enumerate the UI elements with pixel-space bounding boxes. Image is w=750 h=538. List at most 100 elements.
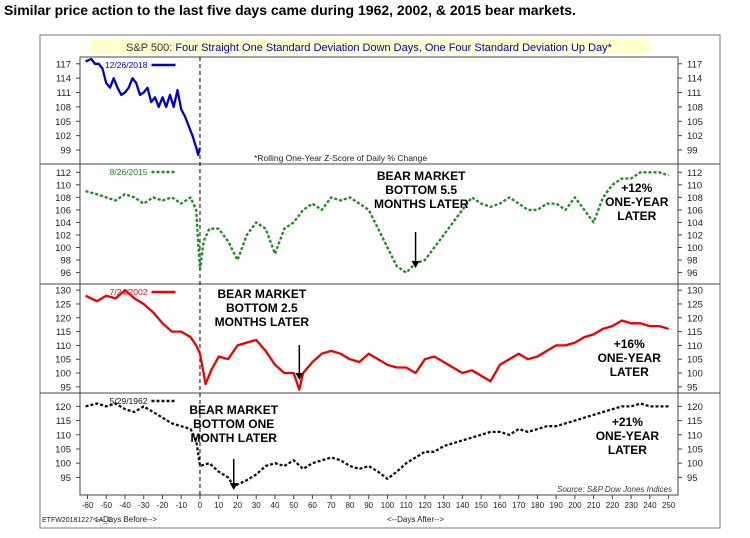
x-tick-label: 70	[327, 501, 336, 510]
x-tick-label: 30	[252, 501, 261, 510]
annotation-text: ONE-YEAR	[596, 429, 660, 443]
y-tick-label-left: 111	[57, 88, 71, 99]
y-tick-label-left: 98	[60, 256, 71, 267]
annotation-text: +16%	[614, 337, 645, 351]
y-tick-label-right: 108	[687, 193, 703, 204]
title-background	[89, 39, 649, 54]
y-tick-label-right: 100	[687, 243, 703, 254]
x-tick-label: 40	[271, 501, 280, 510]
y-tick-label-right: 95	[687, 382, 698, 393]
annotation-arrowhead	[229, 483, 238, 490]
y-tick-label-left: 110	[56, 430, 71, 441]
annotation-text: ONE-YEAR	[605, 195, 669, 209]
y-tick-label-right: 115	[687, 416, 702, 427]
y-tick-label-right: 114	[687, 74, 702, 85]
annotation-text: LATER	[608, 443, 647, 457]
y-tick-label-right: 95	[687, 473, 698, 484]
x-tick-label: 0	[198, 501, 203, 510]
series-line-7-24-2002	[85, 288, 669, 391]
legend-label: 5/29/1962	[110, 396, 148, 406]
x-tick-label: 100	[381, 501, 395, 510]
x-tick-label: 200	[568, 501, 582, 510]
x-tick-label: -10	[175, 501, 187, 510]
x-tick-label: 250	[662, 501, 676, 510]
y-tick-label-left: 96	[60, 268, 71, 279]
x-axis-label-after: <--Days After-->	[387, 515, 444, 524]
x-tick-label: 170	[512, 501, 526, 510]
x-tick-label: 120	[418, 501, 432, 510]
annotation-text: BEAR MARKET	[189, 403, 278, 417]
y-tick-label-left: 95	[60, 382, 71, 393]
y-tick-label-right: 120	[687, 402, 703, 413]
x-tick-label: 90	[364, 501, 373, 510]
y-tick-label-right: 110	[687, 341, 702, 352]
y-tick-label-left: 108	[55, 102, 71, 113]
x-tick-label: 140	[456, 501, 470, 510]
chart-title: S&P 500: Four Straight One Standard Devi…	[126, 42, 613, 54]
y-tick-label-left: 105	[55, 355, 71, 366]
y-tick-label-right: 104	[687, 218, 703, 229]
y-tick-label-right: 105	[687, 444, 703, 455]
x-tick-label: -50	[100, 501, 112, 510]
y-tick-label-right: 110	[687, 180, 702, 191]
annotation-text: +21%	[612, 415, 643, 429]
annotation-text: BOTTOM 2.5	[226, 301, 298, 315]
y-tick-label-left: 115	[56, 416, 71, 427]
y-tick-label-right: 117	[687, 59, 702, 70]
annotation-text: BEAR MARKET	[218, 287, 307, 301]
annotation-text: BOTTOM ONE	[193, 417, 274, 431]
page-headline: Similar price action to the last five da…	[4, 2, 576, 18]
y-tick-label-right: 102	[687, 131, 703, 142]
y-tick-label-right: 120	[687, 313, 703, 324]
y-tick-label-left: 130	[55, 286, 71, 297]
y-tick-label-right: 105	[687, 117, 703, 128]
y-tick-label-left: 115	[56, 327, 71, 338]
y-tick-label-left: 102	[55, 131, 71, 142]
y-tick-label-left: 102	[55, 230, 71, 241]
y-tick-label-right: 106	[687, 205, 703, 216]
y-tick-label-left: 99	[60, 146, 71, 157]
series-line-5-29-1962	[85, 402, 669, 488]
y-tick-label-right: 112	[687, 168, 702, 179]
annotation-arrowhead	[295, 373, 304, 380]
x-tick-label: -20	[157, 501, 169, 510]
annotation-arrowhead	[411, 261, 420, 268]
outer-frame	[39, 34, 721, 529]
x-axis-label-before: <--Days Before-->	[93, 515, 157, 524]
annotation-text: LATER	[610, 365, 649, 379]
annotation-text: ONE-YEAR	[598, 351, 662, 365]
plot-frame	[79, 56, 679, 496]
chart-code: ETFW20181227 1A_C	[42, 517, 112, 524]
x-tick-label: 240	[643, 501, 657, 510]
x-tick-label: 80	[345, 501, 354, 510]
annotation-text: MONTHS LATER	[374, 197, 469, 211]
y-tick-label-left: 120	[55, 402, 71, 413]
y-tick-label-right: 96	[687, 268, 698, 279]
annotation-text: BOTTOM 5.5	[385, 183, 457, 197]
x-tick-label: -40	[119, 501, 131, 510]
y-tick-label-left: 95	[60, 473, 71, 484]
x-tick-label: 150	[474, 501, 488, 510]
x-tick-label: 10	[214, 501, 223, 510]
source-note: Source: S&P Dow Jones Indices	[557, 485, 672, 494]
annotation-text: MONTH LATER	[190, 431, 277, 445]
x-tick-label: 20	[233, 501, 242, 510]
x-tick-label: -30	[138, 501, 150, 510]
x-tick-label: 50	[289, 501, 298, 510]
y-tick-label-right: 110	[687, 430, 702, 441]
annotation-text: LATER	[617, 209, 656, 223]
x-tick-label: 180	[531, 501, 545, 510]
annotation-text: +12%	[621, 181, 652, 195]
x-tick-label: 210	[587, 501, 601, 510]
y-tick-label-right: 100	[687, 459, 703, 470]
y-tick-label-left: 125	[55, 299, 71, 310]
y-tick-label-left: 105	[55, 444, 71, 455]
y-tick-label-left: 114	[56, 74, 71, 85]
x-tick-label: 130	[437, 501, 451, 510]
x-tick-label: 110	[400, 501, 413, 510]
y-tick-label-left: 104	[55, 218, 71, 229]
y-tick-label-right: 108	[687, 102, 703, 113]
y-tick-label-left: 112	[56, 168, 71, 179]
x-tick-label: 230	[624, 501, 638, 510]
